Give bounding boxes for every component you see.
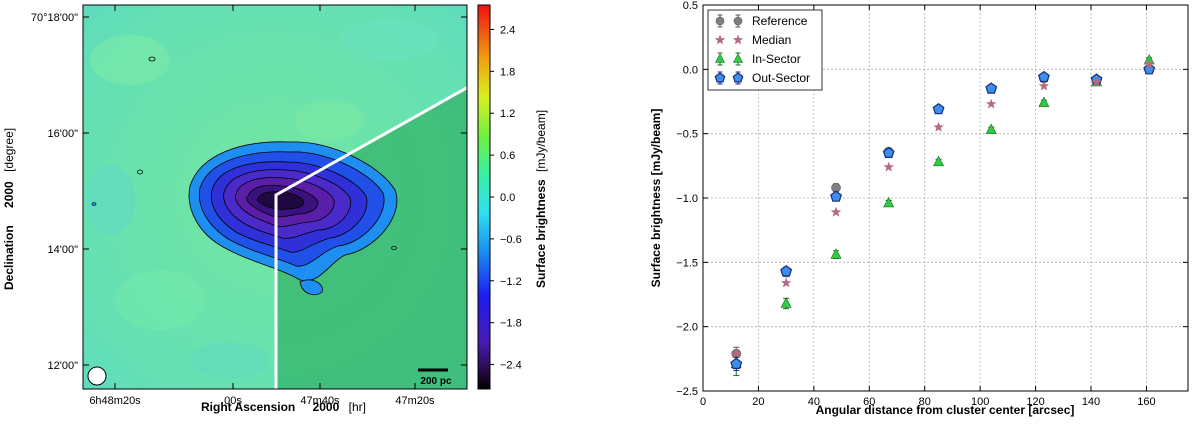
y-tick-label: 0.0 [683, 64, 698, 76]
map-y-tick-label: 70°18'00" [31, 12, 78, 24]
plot-marks [730, 53, 1156, 377]
data-point [780, 297, 792, 308]
data-point [1038, 96, 1050, 107]
legend-label: In-Sector [752, 52, 801, 66]
legend-marker [714, 72, 726, 83]
colorbar-tick-label: 2.4 [500, 24, 515, 36]
profile-plot: 0 20 40 60 80 100 120 140 160 0.5 0.0 −0.5 −1.0 −1.5 −… [676, 0, 1189, 408]
data-point [1143, 63, 1156, 75]
data-point [933, 155, 945, 167]
series-out-sector [730, 63, 1156, 371]
map-y-tick-label: 16'00" [48, 128, 79, 140]
data-point [780, 277, 792, 288]
deficit-contours [91, 56, 398, 296]
data-point [731, 348, 742, 359]
data-point [730, 357, 743, 369]
y-tick-label: −2.5 [676, 386, 698, 398]
data-point [830, 190, 843, 202]
sector-boundary-lines [274, 85, 467, 389]
x-tick-label: 0 [700, 396, 706, 408]
beam-circle [87, 366, 107, 386]
map-x-tick-label: 47m40s [300, 395, 340, 407]
data-point [882, 146, 895, 158]
map-x-axis-label: Right Ascension 2000 [hr] [201, 400, 366, 414]
data-point [985, 123, 997, 134]
map-frame [82, 4, 468, 390]
data-point [780, 265, 793, 277]
legend-marker [733, 16, 743, 26]
colorbar-tick-label: −1.2 [500, 276, 522, 288]
data-point [883, 161, 894, 172]
x-tick-label: 40 [808, 396, 820, 408]
x-tick-label: 140 [1082, 396, 1100, 408]
map-x-tick-label: 00s [224, 395, 242, 407]
colorbar-tick-label: 0.0 [500, 192, 515, 204]
colorbar [477, 4, 491, 390]
y-tick-label: −1.0 [676, 193, 698, 205]
x-tick-label: 20 [752, 396, 764, 408]
map-noise [85, 20, 440, 378]
map-x-tick-label: 47m20s [395, 395, 435, 407]
legend-marker [733, 53, 743, 63]
legend-label: Median [752, 33, 791, 47]
x-tick-label: 80 [919, 396, 931, 408]
map-y-tick-label: 14'00" [48, 244, 79, 256]
data-point [985, 82, 998, 94]
series-median [731, 58, 1155, 359]
data-point [933, 121, 944, 132]
map-ticks: 6h48m20s 00s 47m40s 47m20s 70°18'00" 16'00" 14… [31, 5, 467, 407]
data-point [830, 206, 842, 217]
surface-brightness-map [83, 5, 467, 389]
y-tick-label: −0.5 [676, 129, 698, 141]
colorbar-tick-label: 1.8 [500, 66, 515, 78]
x-tick-label: 60 [863, 396, 875, 408]
y-tick-label: −2.0 [676, 322, 698, 334]
colorbar-label: Surface brightness [mJy/beam] [534, 110, 548, 288]
legend-marker [715, 53, 725, 63]
legend-marker [715, 16, 725, 26]
map-y-tick-label: 12'00" [48, 360, 79, 372]
legend-label: Out-Sector [752, 71, 810, 85]
legend-box [707, 9, 823, 91]
data-point [1038, 80, 1050, 91]
legend-label: Reference [752, 14, 808, 28]
x-tick-label: 100 [971, 396, 989, 408]
map-y-axis-label: Declination 2000 [degree] [2, 128, 16, 290]
plot-y-axis-label: Surface brightness [mJy/beam] [649, 109, 663, 288]
plot-x-axis-label: Angular distance from cluster center [ar… [816, 403, 1075, 417]
colorbar-tick-label: −1.8 [500, 318, 522, 330]
y-tick-label: −1.5 [676, 257, 698, 269]
plot-axes: 0 20 40 60 80 100 120 140 160 0.5 0.0 −0.5 −1.0 −1.5 −… [676, 0, 1188, 408]
x-tick-label: 120 [1026, 396, 1044, 408]
data-point [883, 196, 895, 208]
legend-marker [714, 34, 726, 45]
legend-marker [732, 72, 744, 83]
data-point [830, 248, 842, 259]
data-point [1091, 76, 1102, 87]
colorbar-tick-label: −0.6 [500, 234, 522, 246]
y-tick-label: 0.5 [683, 0, 698, 12]
data-point [1144, 58, 1155, 69]
colorbar-tick-label: 0.6 [500, 150, 515, 162]
colorbar-tick-label: −2.4 [500, 360, 522, 372]
data-point [986, 98, 997, 109]
colorbar-tick-label: 1.2 [500, 108, 515, 120]
scale-bar-label: 200 pc [420, 376, 452, 387]
x-tick-label: 160 [1137, 396, 1155, 408]
legend-marker [732, 34, 744, 45]
colorbar-ticks: 2.4 1.8 1.2 0.6 0.0 −0.6 −1.2 −1.8 −2.4 [490, 24, 522, 372]
map-x-tick-label: 6h48m20s [89, 395, 141, 407]
data-point [932, 102, 945, 115]
plot-legend: Reference Median In-Sector Out-Sector [707, 9, 823, 91]
